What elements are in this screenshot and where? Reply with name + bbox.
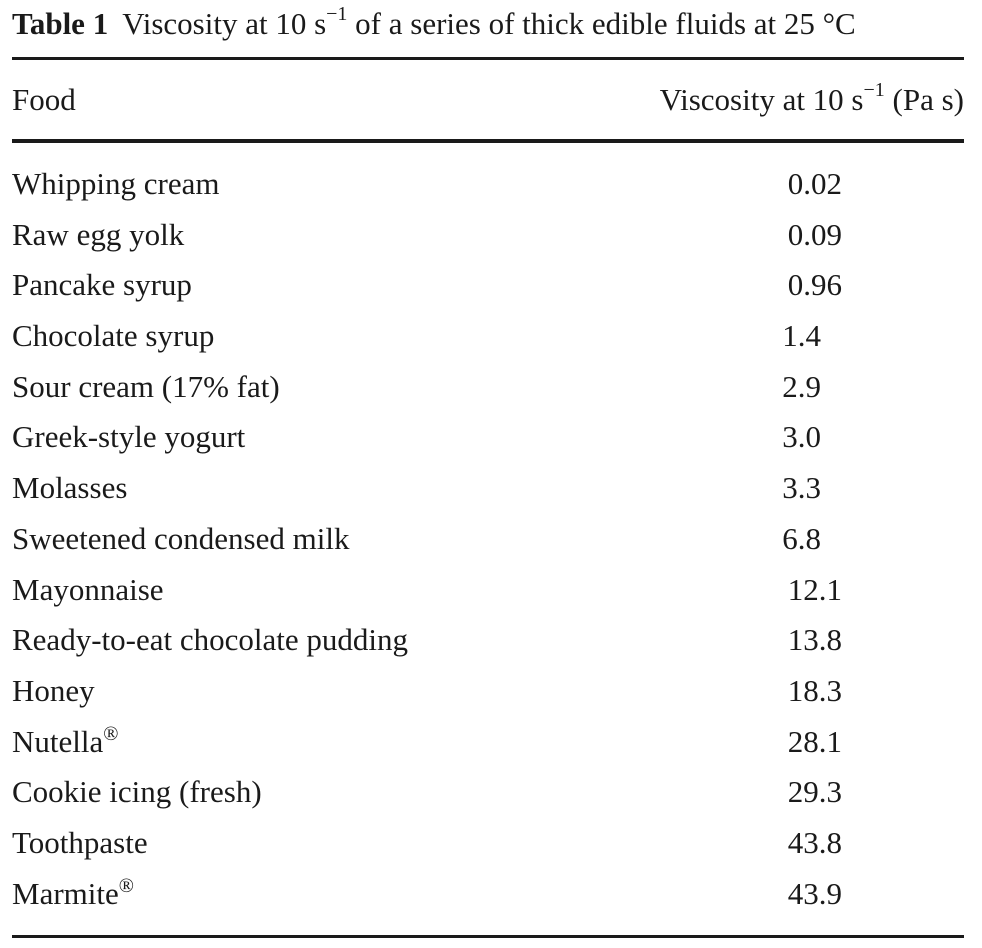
- registered-mark: ®: [103, 722, 119, 745]
- table-row: Marmite® 43.9: [12, 874, 964, 925]
- column-header-viscosity: Viscosity at 10 s−1 (Pa s): [660, 80, 964, 120]
- food-cell: Raw egg yolk: [12, 215, 184, 255]
- bottom-rule: [12, 935, 964, 938]
- viscosity-cell: 6.8: [782, 520, 821, 556]
- top-rule: [12, 57, 964, 60]
- food-name: Pancake syrup: [12, 267, 192, 303]
- viscosity-header-unit: (Pa s): [884, 82, 964, 117]
- food-cell: Chocolate syrup: [12, 316, 214, 356]
- food-cell: Sour cream (17% fat): [12, 367, 280, 407]
- viscosity-cell: 13.8: [787, 622, 842, 658]
- table-row: Molasses 3.3: [12, 468, 964, 519]
- table-row: Raw egg yolk 0.09: [12, 215, 964, 266]
- viscosity-cell: 2.9: [782, 368, 821, 404]
- food-name: Cookie icing (fresh): [12, 774, 262, 810]
- table-body: Whipping cream 0.02 Raw egg yolk 0.09 Pancak…: [12, 164, 964, 924]
- viscosity-cell: 29.3: [787, 774, 842, 810]
- food-cell: Sweetened condensed milk: [12, 519, 349, 559]
- food-cell: Greek-style yogurt: [12, 417, 245, 457]
- viscosity-cell: 3.0: [782, 419, 821, 455]
- food-cell: Nutella®: [12, 722, 118, 766]
- food-name: Molasses: [12, 470, 128, 506]
- food-name: Greek-style yogurt: [12, 419, 246, 455]
- table-row: Cookie icing (fresh) 29.3: [12, 772, 964, 823]
- table-row: Nutella® 28.1: [12, 722, 964, 773]
- caption-superscript: −1: [326, 2, 348, 25]
- viscosity-cell: 0.02: [787, 166, 842, 201]
- food-cell: Whipping cream: [12, 164, 219, 204]
- table-caption: Table 1 Viscosity at 10 s−1 of a series o…: [12, 4, 856, 44]
- table-row: Sweetened condensed milk 6.8: [12, 519, 964, 570]
- table-row: Chocolate syrup 1.4: [12, 316, 964, 367]
- viscosity-cell: 43.9: [787, 875, 842, 911]
- food-name: Mayonnaise: [12, 571, 164, 607]
- viscosity-cell: 12.1: [787, 571, 842, 607]
- table-row: Whipping cream 0.02: [12, 164, 964, 215]
- food-cell: Marmite®: [12, 874, 134, 918]
- caption-label: Table 1: [12, 6, 109, 41]
- food-name: Chocolate syrup: [12, 318, 215, 354]
- viscosity-cell: 0.96: [787, 267, 842, 303]
- food-cell: Honey: [12, 671, 95, 711]
- food-cell: Toothpaste: [12, 823, 148, 863]
- food-name: Ready-to-eat chocolate pudding: [12, 622, 408, 658]
- food-name: Nutella: [12, 723, 104, 759]
- food-cell: Cookie icing (fresh): [12, 772, 262, 812]
- food-name: Whipping cream: [12, 166, 220, 201]
- table-row: Greek-style yogurt 3.0: [12, 417, 964, 468]
- column-header-food: Food: [12, 82, 76, 117]
- food-name: Raw egg yolk: [12, 216, 185, 252]
- food-cell: Ready-to-eat chocolate pudding: [12, 620, 408, 660]
- table-row: Sour cream (17% fat) 2.9: [12, 367, 964, 418]
- food-cell: Pancake syrup: [12, 265, 192, 305]
- table-row: Pancake syrup 0.96: [12, 265, 964, 316]
- table-row: Honey 18.3: [12, 671, 964, 722]
- viscosity-cell: 3.3: [782, 470, 821, 506]
- caption-text-end: of a series of thick edible fluids at 25…: [347, 6, 856, 41]
- food-name: Sour cream (17% fat): [12, 368, 280, 404]
- registered-mark: ®: [118, 874, 134, 897]
- viscosity-cell: 28.1: [787, 723, 842, 759]
- food-name: Toothpaste: [12, 824, 148, 860]
- table-row: Mayonnaise 12.1: [12, 570, 964, 621]
- viscosity-cell: 43.8: [787, 824, 842, 860]
- food-name: Honey: [12, 672, 95, 708]
- viscosity-header-superscript: −1: [863, 78, 885, 101]
- viscosity-cell: 18.3: [787, 672, 842, 708]
- viscosity-cell: 1.4: [782, 318, 821, 354]
- viscosity-header-text: Viscosity at 10 s: [659, 82, 864, 117]
- food-name: Sweetened condensed milk: [12, 520, 350, 556]
- table-row: Ready-to-eat chocolate pudding 13.8: [12, 620, 964, 671]
- food-name: Marmite: [12, 875, 119, 911]
- caption-text: Viscosity at 10 s: [122, 6, 327, 41]
- food-cell: Mayonnaise: [12, 570, 164, 610]
- table-row: Toothpaste 43.8: [12, 823, 964, 874]
- viscosity-cell: 0.09: [787, 216, 842, 252]
- header-rule: [12, 139, 964, 143]
- food-cell: Molasses: [12, 468, 127, 508]
